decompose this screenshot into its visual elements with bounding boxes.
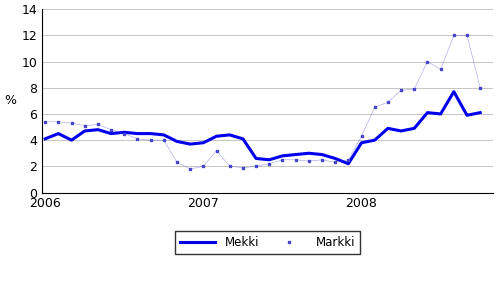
Markki [187, 167, 193, 171]
Markki [424, 60, 430, 63]
Markki [161, 139, 167, 142]
Markki [227, 165, 233, 168]
Mekki [135, 132, 141, 135]
Mekki [253, 157, 259, 160]
Markki [477, 86, 483, 90]
Mekki [69, 139, 75, 142]
Mekki [293, 153, 299, 156]
Markki [55, 120, 61, 124]
Markki [412, 87, 417, 91]
Mekki [372, 139, 378, 142]
Mekki [174, 140, 180, 143]
Markki [358, 134, 364, 138]
Markki [266, 162, 272, 165]
Markki [108, 128, 114, 131]
Markki [319, 158, 325, 162]
Mekki [266, 158, 272, 162]
Legend: Mekki, Markki: Mekki, Markki [175, 232, 360, 254]
Markki [148, 139, 154, 142]
Line: Markki: Markki [44, 34, 482, 170]
Y-axis label: %: % [4, 94, 16, 107]
Markki [279, 158, 285, 162]
Markki [385, 101, 391, 104]
Markki [253, 165, 259, 168]
Mekki [464, 113, 470, 117]
Mekki [108, 132, 114, 135]
Mekki [227, 133, 233, 137]
Markki [82, 124, 87, 128]
Mekki [451, 90, 457, 93]
Markki [121, 132, 127, 135]
Markki [200, 165, 206, 168]
Mekki [438, 112, 444, 116]
Mekki [345, 162, 351, 165]
Mekki [424, 111, 430, 114]
Mekki [200, 141, 206, 145]
Mekki [412, 127, 417, 130]
Mekki [148, 132, 154, 135]
Mekki [477, 111, 483, 114]
Markki [372, 106, 378, 109]
Markki [135, 137, 141, 141]
Mekki [82, 129, 87, 133]
Mekki [332, 157, 338, 160]
Mekki [42, 137, 48, 141]
Mekki [240, 137, 246, 141]
Mekki [95, 128, 101, 131]
Markki [345, 158, 351, 162]
Markki [95, 123, 101, 126]
Mekki [398, 129, 404, 133]
Markki [306, 159, 312, 163]
Mekki [358, 141, 364, 145]
Markki [240, 166, 246, 169]
Markki [451, 34, 457, 37]
Mekki [121, 130, 127, 134]
Markki [69, 121, 75, 125]
Mekki [161, 133, 167, 137]
Markki [438, 68, 444, 71]
Markki [214, 149, 220, 152]
Mekki [214, 134, 220, 138]
Mekki [279, 154, 285, 158]
Markki [398, 89, 404, 92]
Markki [42, 120, 48, 124]
Markki [332, 161, 338, 164]
Mekki [319, 153, 325, 156]
Mekki [55, 132, 61, 135]
Mekki [187, 142, 193, 146]
Line: Mekki: Mekki [45, 92, 480, 164]
Mekki [385, 127, 391, 130]
Markki [174, 161, 180, 164]
Mekki [306, 151, 312, 155]
Markki [293, 158, 299, 162]
Markki [464, 34, 470, 37]
